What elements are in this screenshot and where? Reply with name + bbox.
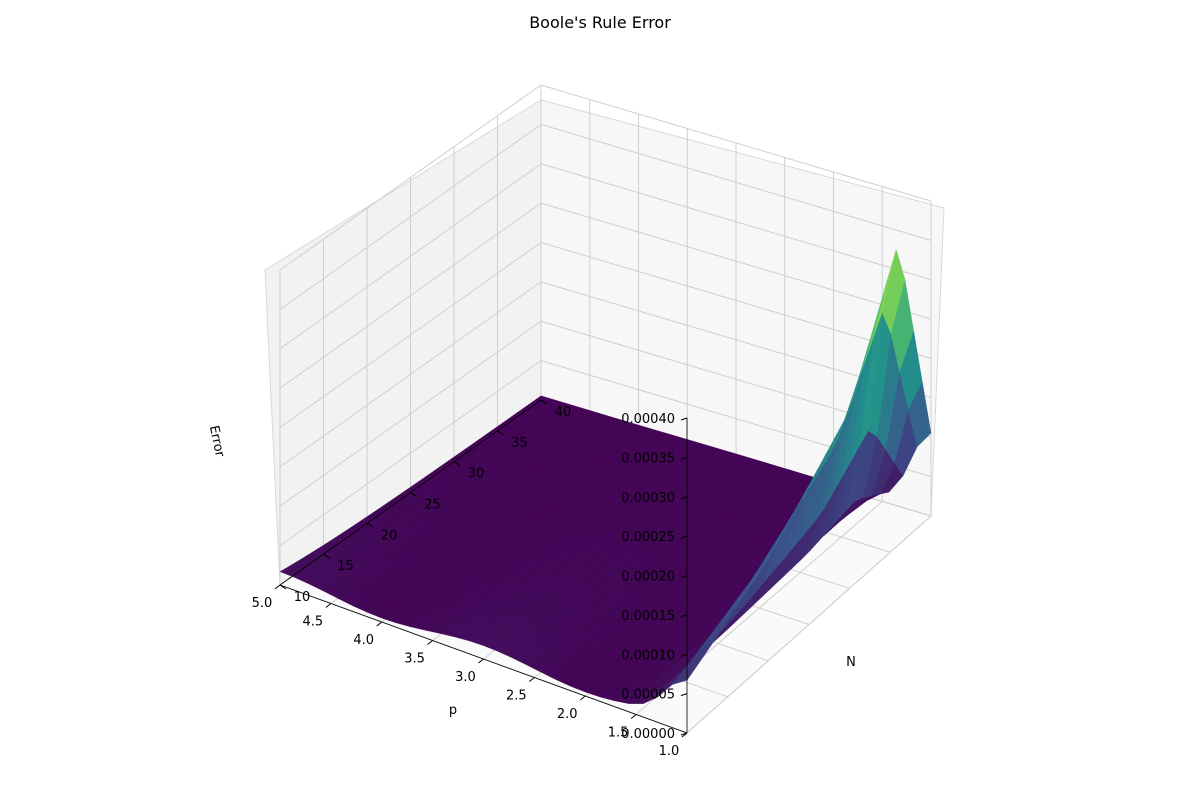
left-grid-z [279, 320, 542, 507]
x-tick [630, 714, 637, 719]
x-tick [325, 603, 332, 608]
x-tick-label: 4.0 [353, 633, 374, 648]
x-tick [274, 584, 281, 590]
z-tick-label: 0.00030 [621, 491, 675, 506]
y-tick-label: 40 [555, 405, 572, 420]
x-tick-label: 5.0 [252, 596, 273, 611]
n-axis-ticks: 10 15 20 25 30 35 40 [279, 399, 572, 605]
z-tick-label: 0.00040 [621, 412, 675, 427]
y-tick [540, 399, 548, 405]
x-tick-label: 2.5 [506, 689, 527, 704]
surface-facet [671, 667, 697, 685]
z-tick-label: 0.00010 [621, 648, 675, 663]
y-tick [453, 461, 461, 467]
y-tick-label: 15 [337, 559, 354, 574]
z-tick-label: 0.00020 [621, 570, 675, 585]
z-tick-label: 0.00000 [621, 727, 675, 742]
x-axis-label: p [449, 703, 457, 718]
back-grid-z [540, 84, 932, 202]
y-tick-label: 30 [468, 467, 485, 482]
y-tick-label: 25 [424, 498, 441, 513]
x-tick [478, 658, 484, 664]
z-tick [680, 732, 688, 736]
left-grid-z [279, 360, 542, 547]
z-tick [680, 496, 688, 500]
z-tick-label: 0.00015 [621, 609, 675, 624]
z-tick [680, 456, 688, 460]
x-tick [529, 677, 535, 682]
z-tick [680, 653, 688, 657]
error-surface [279, 248, 932, 704]
error-axis-ticks: 0.00000 0.00005 0.00010 0.00015 0.00020 0.000… [621, 412, 688, 742]
y-tick-label: 35 [511, 436, 528, 451]
y-tick-label: 20 [381, 528, 398, 543]
left-grid-z [279, 202, 542, 389]
y-tick [410, 492, 417, 497]
x-tick-label: 2.0 [557, 707, 578, 722]
x-tick-label: 1.0 [659, 744, 680, 759]
y-tick [497, 430, 504, 436]
z-tick [680, 693, 688, 697]
back-grid-z [540, 123, 932, 241]
x-tick-label: 4.5 [303, 615, 324, 630]
left-grid-z [279, 163, 542, 350]
chart-title: Boole's Rule Error [529, 13, 671, 32]
x-tick-label: 3.5 [404, 652, 425, 667]
left-grid-z [279, 123, 542, 310]
back-grid-z [540, 242, 932, 359]
z-tick-label: 0.00005 [621, 688, 675, 703]
z-tick [680, 417, 688, 421]
z-tick [680, 575, 688, 578]
x-tick-label: 3.0 [455, 670, 476, 685]
back-grid-z [540, 202, 932, 320]
z-tick-label: 0.00035 [621, 451, 675, 466]
z-tick-label: 0.00025 [621, 530, 675, 545]
x-tick [427, 640, 433, 645]
p-axis-ticks: 1.0 1.5 2.0 2.5 3.0 3.5 4.0 4.5 5.0 [252, 584, 688, 759]
y-tick [366, 522, 374, 528]
back-grid-z [540, 163, 932, 281]
left-grid-z [279, 242, 542, 428]
left-grid-z [279, 281, 542, 468]
x-tick [579, 695, 586, 701]
z-tick [680, 535, 688, 539]
z-axis-label: Error [206, 424, 227, 459]
y-axis-label: N [846, 655, 856, 670]
x-tick-label: 1.5 [608, 726, 629, 741]
y-tick-label: 10 [294, 590, 311, 605]
y-tick [323, 553, 330, 559]
x-tick [376, 621, 383, 627]
left-grid-z [279, 84, 542, 271]
z-tick [680, 614, 688, 618]
y-tick [279, 584, 287, 590]
